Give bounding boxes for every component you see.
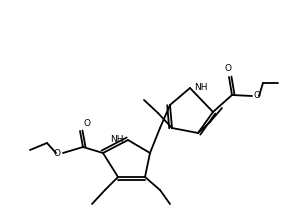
Text: O: O	[254, 92, 261, 100]
Text: NH: NH	[194, 84, 208, 92]
Text: O: O	[224, 64, 232, 73]
Text: O: O	[54, 149, 61, 157]
Text: O: O	[83, 119, 90, 128]
Text: NH: NH	[111, 135, 124, 145]
